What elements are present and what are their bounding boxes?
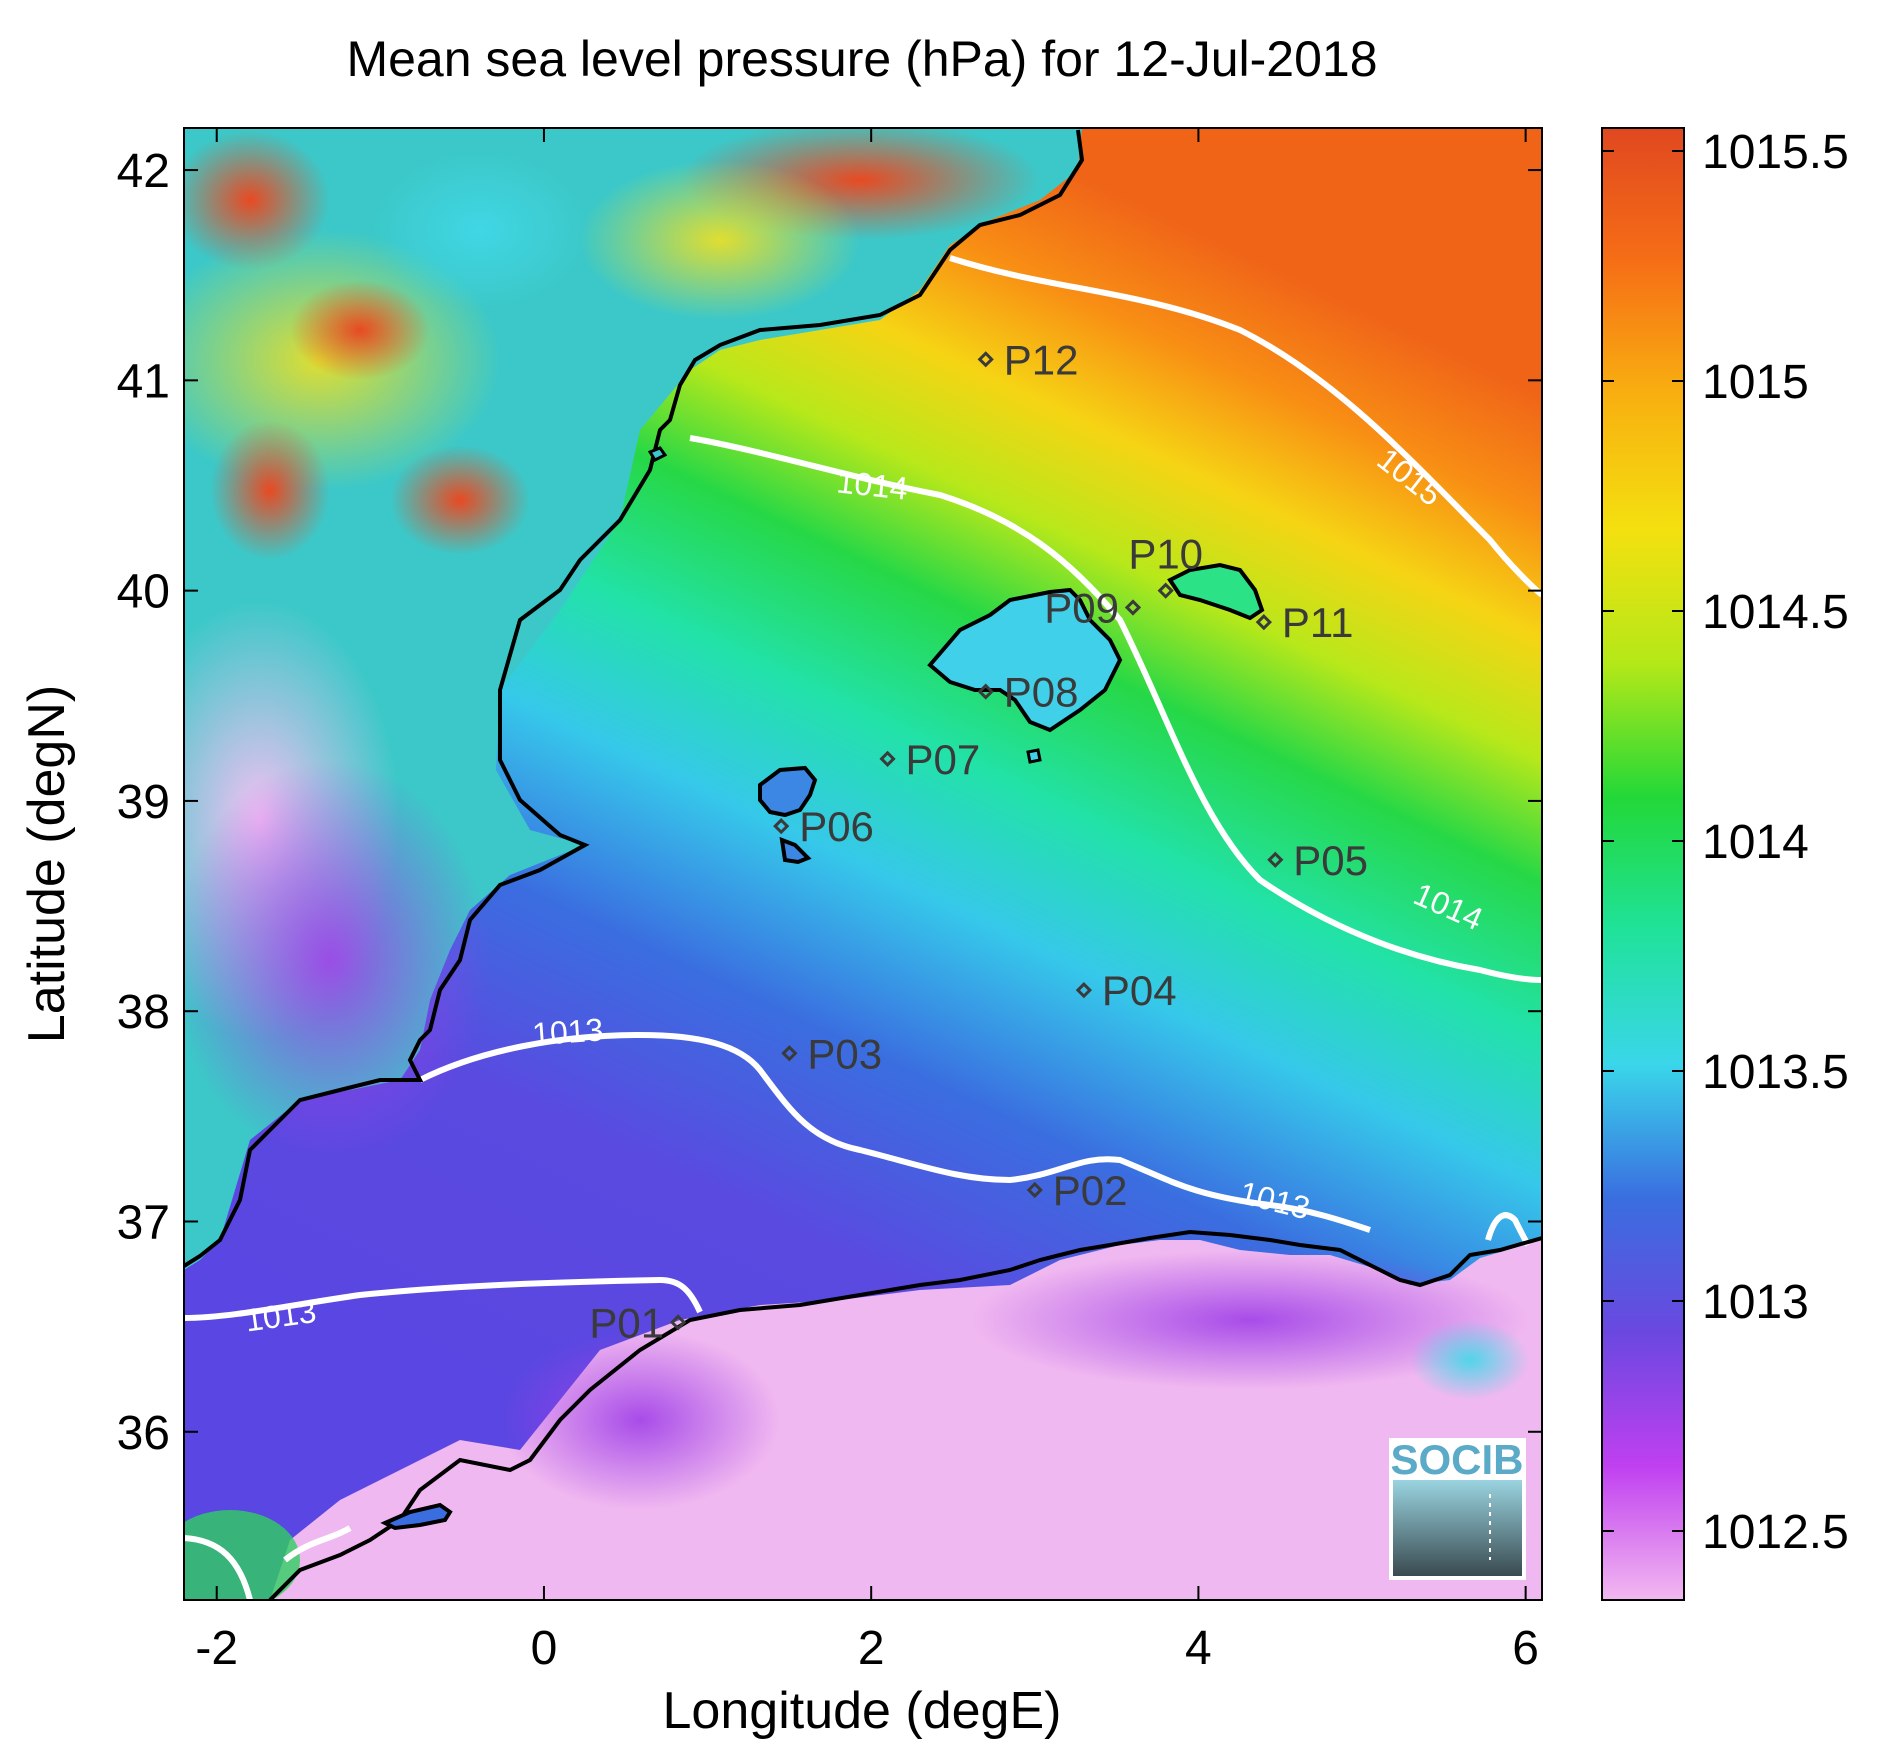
station-label: P01 xyxy=(589,1299,664,1346)
station-marker xyxy=(879,750,896,767)
socib-logo-text: SOCIB xyxy=(1390,1436,1523,1483)
contour-1014-north xyxy=(689,435,1542,983)
x-tick-label: 6 xyxy=(1512,1622,1539,1675)
station-label: P09 xyxy=(1044,584,1119,631)
contour-1013-east-loop xyxy=(1485,1212,1531,1247)
contour-label: 1013 xyxy=(531,1011,605,1052)
contour-1013-north xyxy=(418,1031,1371,1233)
map-frame xyxy=(183,127,1543,1601)
station-marker xyxy=(781,1045,798,1062)
island-columbretes xyxy=(647,446,668,462)
x-tick-label: 0 xyxy=(531,1622,558,1675)
station-marker xyxy=(669,1314,687,1331)
coastline-africa xyxy=(268,1229,1542,1600)
colorbar-tick-label: 1015 xyxy=(1702,356,1809,409)
station-label: P06 xyxy=(799,803,874,850)
socib-logo: SOCIB xyxy=(1389,1436,1526,1580)
station-label: P08 xyxy=(1004,669,1079,716)
y-tick-label: 40 xyxy=(117,566,170,619)
station-marker xyxy=(1124,599,1142,616)
station-marker xyxy=(1075,982,1093,999)
station-label: P02 xyxy=(1053,1167,1128,1214)
land-red-5 xyxy=(290,280,430,380)
x-tick-label: 2 xyxy=(858,1622,885,1675)
land-yellow-2 xyxy=(580,160,860,320)
colorbar-tick-label: 1012.5 xyxy=(1702,1506,1849,1559)
socib-logo-gradient xyxy=(1393,1480,1522,1576)
contour-1015 xyxy=(949,255,1542,598)
x-axis-ticks: -2 0 2 4 6 xyxy=(195,128,1539,1675)
station-label: P05 xyxy=(1293,837,1368,884)
colorbar-tick-label: 1014.5 xyxy=(1702,586,1849,639)
x-tick-label: 4 xyxy=(1185,1622,1212,1675)
x-tick-label: -2 xyxy=(195,1622,238,1675)
africa-purple-2 xyxy=(500,1330,780,1510)
station-marker xyxy=(977,683,994,700)
station-marker xyxy=(1026,1181,1043,1199)
coastline-iberia xyxy=(184,129,1085,1268)
colorbar-ticks: 1012.5 1013 1013.5 1014 1014.5 1015 1015.5 xyxy=(1602,126,1849,1559)
island-ibiza xyxy=(758,765,818,818)
station-marker xyxy=(773,818,790,835)
contour-1014-southwest xyxy=(184,1535,253,1600)
island-formentera xyxy=(779,836,812,865)
station-label: P12 xyxy=(1004,336,1079,383)
land-red-1 xyxy=(210,420,330,560)
strait-green xyxy=(184,1510,300,1600)
y-tick-label: 39 xyxy=(117,776,170,829)
colorbar-tick-label: 1013.5 xyxy=(1702,1046,1849,1099)
land-cyan-1 xyxy=(370,150,590,310)
contour-1013-south xyxy=(184,1276,703,1321)
contour-label: 1014 xyxy=(835,463,910,506)
y-tick-label: 41 xyxy=(117,355,170,408)
y-tick-label: 38 xyxy=(117,986,170,1039)
colorbar-tick-label: 1014 xyxy=(1702,816,1809,869)
station-marker xyxy=(1157,582,1174,599)
station-label: P11 xyxy=(1282,599,1354,646)
colorbar-tick-label: 1013 xyxy=(1702,1276,1809,1329)
land-red-3 xyxy=(184,130,330,270)
station-label: P04 xyxy=(1102,967,1177,1014)
station-label: P10 xyxy=(1128,531,1203,578)
station-marker xyxy=(1255,614,1272,631)
island-mallorca xyxy=(927,587,1123,733)
y-axis-label: Latitude (degN) xyxy=(18,685,76,1043)
station-label: P07 xyxy=(906,736,981,783)
land-red-2 xyxy=(390,445,530,555)
island-cabrera xyxy=(1026,748,1042,764)
station-marker xyxy=(1267,851,1284,868)
y-axis-ticks: 36 37 38 39 40 41 42 xyxy=(117,145,1542,1460)
island-menorca xyxy=(1167,562,1265,621)
y-tick-label: 36 xyxy=(117,1407,170,1460)
x-axis-label: Longitude (degE) xyxy=(663,1682,1062,1740)
coastline-alboran xyxy=(380,1502,453,1531)
colorbar-tick-label: 1015.5 xyxy=(1702,126,1849,179)
africa-purple-band xyxy=(970,1250,1530,1390)
land-purple-south xyxy=(184,760,490,1160)
y-tick-label: 42 xyxy=(117,145,170,198)
station-label: P03 xyxy=(807,1030,882,1077)
africa-cyan-1 xyxy=(1410,1320,1530,1400)
colorbar: 1012.5 1013 1013.5 1014 1014.5 1015 1015.5 xyxy=(1601,126,1849,1601)
chart-title: Mean sea level pressure (hPa) for 12-Jul… xyxy=(346,31,1377,87)
contour-1014-south xyxy=(283,1525,352,1563)
station-marker xyxy=(977,351,994,368)
y-tick-label: 37 xyxy=(117,1196,170,1249)
colorbar-fill xyxy=(1601,127,1685,1601)
